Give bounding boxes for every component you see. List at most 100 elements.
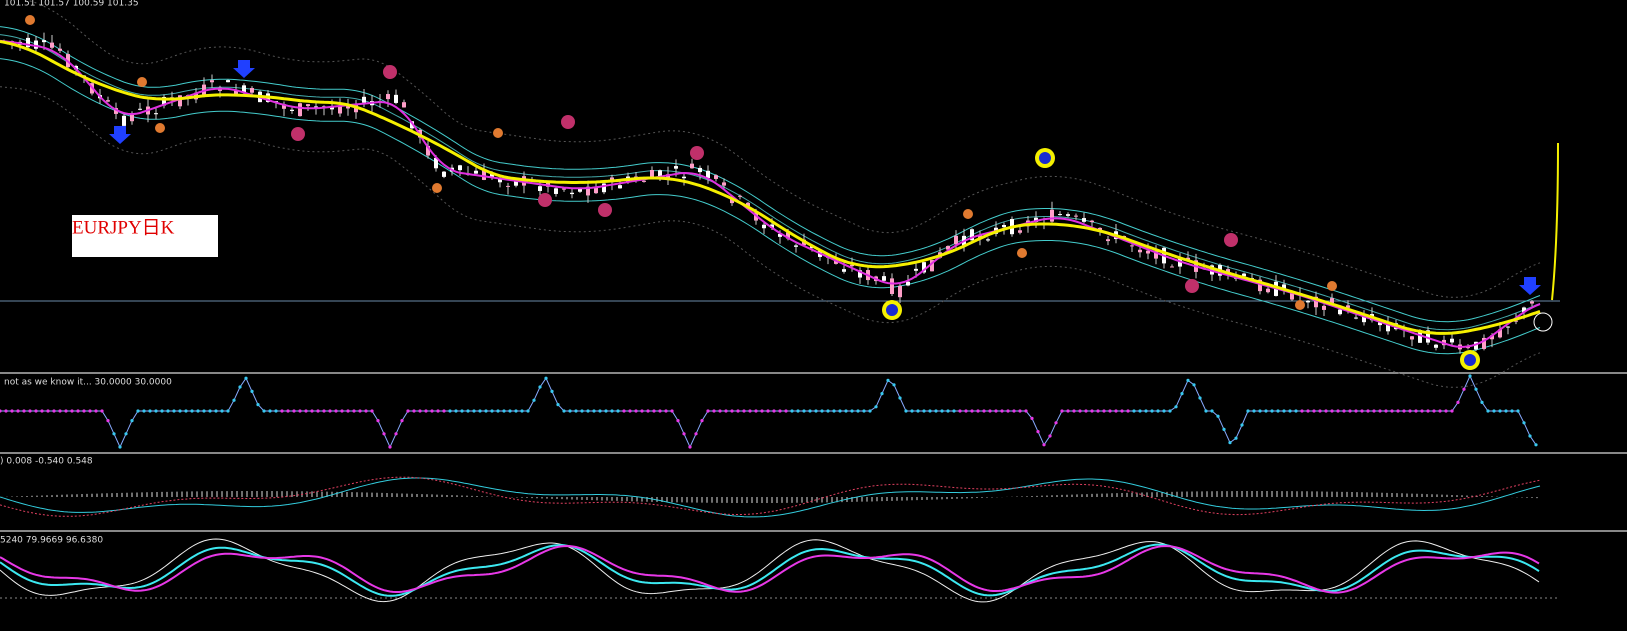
oscillator-dot — [208, 409, 212, 413]
oscillator-dot — [1324, 409, 1328, 413]
candle-body — [1362, 316, 1366, 323]
candle-body — [314, 106, 318, 108]
oscillator-dot — [1492, 409, 1496, 413]
oscillator-dot — [226, 409, 230, 413]
candle-body — [546, 181, 550, 187]
oscillator-dot — [352, 409, 356, 413]
oscillator-dot — [466, 409, 470, 413]
oscillator-dot — [910, 409, 914, 413]
oscillator-dot — [1438, 409, 1442, 413]
oscillator-dot — [934, 409, 938, 413]
oscillator-dot — [994, 409, 998, 413]
candle-body — [210, 80, 214, 83]
oscillator-dot — [70, 409, 74, 413]
oscillator-dot — [814, 409, 818, 413]
oscillator-dot — [286, 409, 290, 413]
oscillator-dot — [1408, 409, 1412, 413]
oscillator-dot — [820, 409, 824, 413]
candle-body — [1490, 335, 1494, 340]
oscillator-dot — [1402, 409, 1406, 413]
oscillator-dot — [376, 419, 380, 423]
symbol-label: EURJPY日K — [72, 217, 175, 238]
oscillator-dot — [964, 409, 968, 413]
oscillator-dot — [418, 409, 422, 413]
oscillator-dot — [508, 409, 512, 413]
oscillator-dot — [1522, 421, 1526, 425]
candle-body — [490, 173, 494, 179]
oscillator-dot — [838, 409, 842, 413]
candle-body — [562, 188, 566, 190]
oscillator-dot — [850, 409, 854, 413]
oscillator-dot — [472, 409, 476, 413]
oscillator-dot — [1156, 409, 1160, 413]
oscillator-dot — [1432, 409, 1436, 413]
candle-body — [1450, 338, 1454, 343]
candle-body — [1090, 220, 1094, 223]
oscillator-dot — [94, 409, 98, 413]
oscillator-dot — [622, 409, 626, 413]
stoch-line — [0, 538, 1540, 603]
pattern-marker — [538, 193, 552, 207]
fractal-marker — [1017, 248, 1027, 258]
oscillator-dot — [1042, 443, 1046, 447]
oscillator-dot — [532, 398, 536, 402]
candle-body — [842, 269, 846, 272]
oscillator-dot — [334, 409, 338, 413]
oscillator-dot — [1066, 409, 1070, 413]
oscillator-dot — [1372, 409, 1376, 413]
oscillator-dot — [556, 403, 560, 407]
oscillator-dot — [952, 409, 956, 413]
oscillator-dot — [892, 383, 896, 387]
oscillator-dot — [76, 409, 80, 413]
oscillator-dot — [1150, 409, 1154, 413]
oscillator-dot — [214, 409, 218, 413]
oscillator-dot — [562, 409, 566, 413]
candle-body — [714, 175, 718, 179]
oscillator-dot — [88, 409, 92, 413]
candle-body — [850, 264, 854, 267]
candle-body — [794, 245, 798, 247]
oscillator-dot — [1312, 409, 1316, 413]
candle-body — [786, 232, 790, 239]
candle-body — [458, 165, 462, 171]
candle-body — [762, 224, 766, 229]
oscillator-dot — [718, 409, 722, 413]
candle-body — [1186, 257, 1190, 260]
oscillator-dot — [184, 409, 188, 413]
candle-body — [650, 170, 654, 178]
oscillator-dot — [280, 409, 284, 413]
oscillator-dot — [958, 409, 962, 413]
oscillator-dot — [124, 432, 128, 436]
oscillator-dot — [778, 409, 782, 413]
oscillator-dot — [1504, 409, 1508, 413]
oscillator-dot — [238, 385, 242, 389]
ohlc-header: 101.51 101.57 100.59 101.35 — [4, 0, 139, 9]
pattern-marker — [383, 65, 397, 79]
candle-body — [554, 188, 558, 194]
oscillator-dot — [1474, 387, 1478, 391]
oscillator-dot — [118, 445, 122, 449]
candle-body — [514, 179, 518, 186]
candle-body — [1522, 307, 1526, 313]
candle-body — [362, 96, 366, 103]
candle-body — [1306, 300, 1310, 303]
oscillator-dot — [1204, 409, 1208, 413]
candle-body — [698, 167, 702, 173]
candle-body — [50, 42, 54, 48]
candle-body — [1466, 347, 1470, 349]
oscillator-dot — [1180, 392, 1184, 396]
oscillator-dot — [1318, 409, 1322, 413]
oscillator-dot — [220, 409, 224, 413]
oscillator-dot — [166, 409, 170, 413]
candle-body — [1426, 330, 1430, 343]
oscillator-dot — [592, 409, 596, 413]
oscillator-dot — [538, 385, 542, 389]
oscillator-dot — [196, 409, 200, 413]
oscillator-dot — [160, 409, 164, 413]
candle-body — [1282, 284, 1286, 290]
oscillator-dot — [316, 409, 320, 413]
oscillator-dot — [1198, 396, 1202, 400]
oscillator-dot — [1510, 409, 1514, 413]
candle-body — [1178, 258, 1182, 267]
oscillator-dot — [130, 419, 134, 423]
